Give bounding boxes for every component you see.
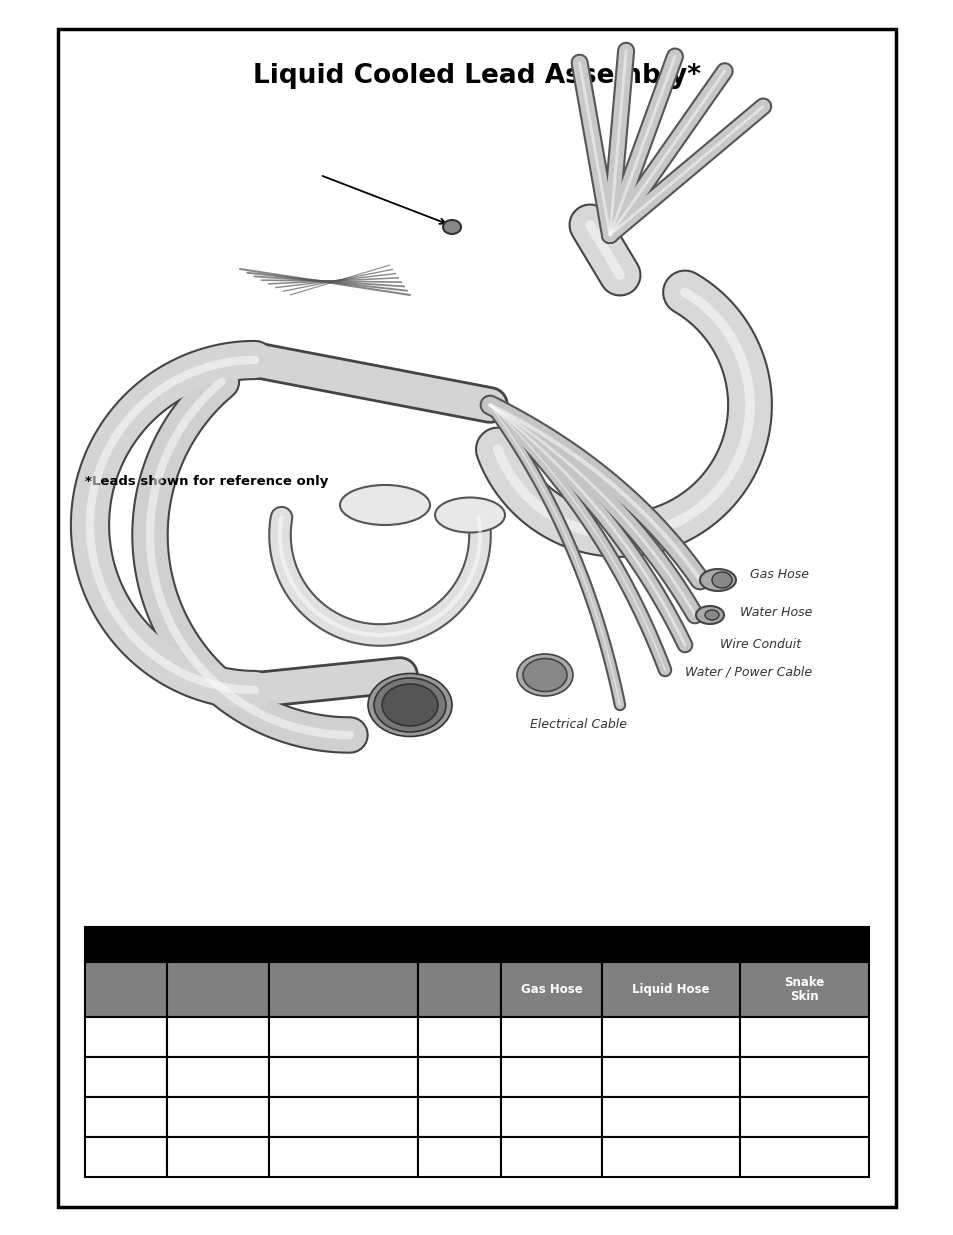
- Bar: [739, 1097, 868, 1137]
- Text: Wire Conduit: Wire Conduit: [720, 638, 801, 652]
- Bar: [500, 1016, 601, 1057]
- Bar: [417, 962, 500, 1016]
- Bar: [500, 1137, 601, 1177]
- Bar: [85, 1097, 167, 1137]
- Bar: [601, 1097, 739, 1137]
- Bar: [739, 962, 868, 1016]
- Ellipse shape: [374, 678, 446, 732]
- Text: Gas Hose: Gas Hose: [749, 568, 808, 582]
- Bar: [85, 1016, 167, 1057]
- Bar: [601, 1016, 739, 1057]
- Ellipse shape: [696, 606, 723, 624]
- Bar: [739, 1137, 868, 1177]
- Bar: [269, 962, 417, 1016]
- Text: *Leads shown for reference only: *Leads shown for reference only: [85, 475, 328, 488]
- Bar: [167, 1137, 269, 1177]
- Bar: [167, 962, 269, 1016]
- Bar: [269, 1137, 417, 1177]
- Bar: [167, 1097, 269, 1137]
- Bar: [601, 1137, 739, 1177]
- Bar: [500, 1057, 601, 1097]
- Bar: [85, 1057, 167, 1097]
- Bar: [58, 28, 895, 1207]
- Bar: [601, 1057, 739, 1097]
- Bar: [269, 1016, 417, 1057]
- Bar: [601, 962, 739, 1016]
- Bar: [739, 1057, 868, 1097]
- Text: Water Hose: Water Hose: [740, 605, 812, 619]
- Ellipse shape: [435, 498, 504, 532]
- Ellipse shape: [704, 610, 719, 620]
- Bar: [85, 962, 167, 1016]
- Bar: [85, 1137, 167, 1177]
- Bar: [167, 1016, 269, 1057]
- Text: Water / Power Cable: Water / Power Cable: [684, 666, 811, 678]
- Text: Snake
Skin: Snake Skin: [783, 976, 823, 1004]
- Ellipse shape: [517, 655, 573, 697]
- Text: Electrical Cable: Electrical Cable: [530, 719, 626, 731]
- Ellipse shape: [522, 658, 566, 692]
- Bar: [417, 1137, 500, 1177]
- Text: Liquid Cooled Lead Assembly*: Liquid Cooled Lead Assembly*: [253, 63, 700, 89]
- Bar: [269, 1057, 417, 1097]
- Bar: [739, 1016, 868, 1057]
- Text: Gas Hose: Gas Hose: [520, 983, 581, 995]
- Text: Liquid Hose: Liquid Hose: [632, 983, 709, 995]
- Bar: [417, 1057, 500, 1097]
- Bar: [500, 1097, 601, 1137]
- Ellipse shape: [700, 569, 735, 592]
- Bar: [417, 1097, 500, 1137]
- Ellipse shape: [381, 684, 437, 726]
- Bar: [500, 962, 601, 1016]
- Bar: [167, 1057, 269, 1097]
- Ellipse shape: [711, 572, 731, 588]
- Ellipse shape: [339, 485, 430, 525]
- Bar: [85, 927, 868, 962]
- Bar: [417, 1016, 500, 1057]
- Bar: [269, 1097, 417, 1137]
- Ellipse shape: [368, 673, 452, 736]
- Ellipse shape: [442, 220, 460, 233]
